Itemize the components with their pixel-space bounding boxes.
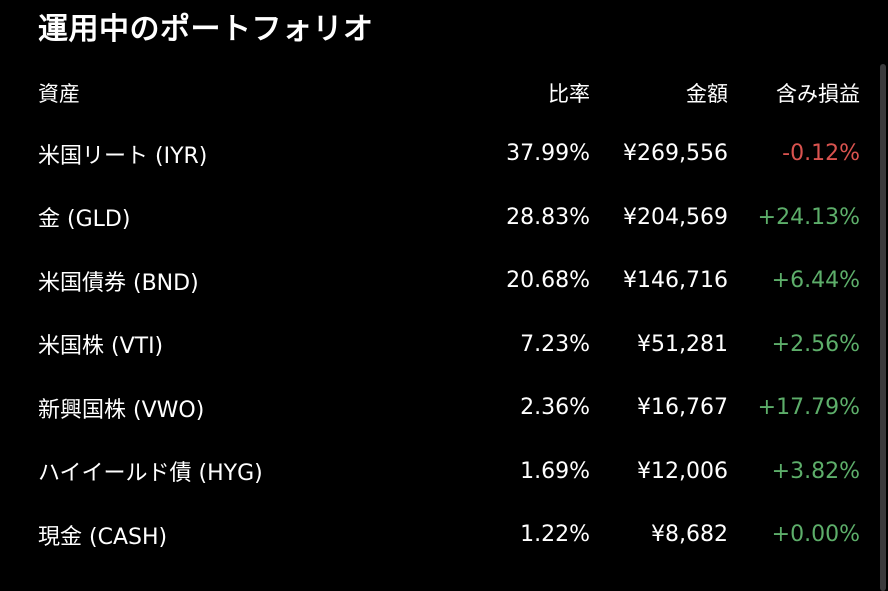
- asset-amount: ¥269,556: [623, 141, 728, 167]
- asset-amount: ¥51,281: [637, 331, 728, 357]
- asset-pl: -0.12%: [782, 141, 860, 167]
- asset-ratio: 1.69%: [520, 458, 590, 484]
- asset-name: 米国リート (IYR): [38, 143, 208, 169]
- table-row[interactable]: 米国リート (IYR) 37.99% ¥269,556 -0.12%: [38, 122, 860, 186]
- asset-ratio: 20.68%: [506, 268, 590, 294]
- asset-pl: +2.56%: [771, 331, 860, 357]
- asset-amount: ¥146,716: [623, 268, 728, 294]
- table-row[interactable]: 米国株 (VTI) 7.23% ¥51,281 +2.56%: [38, 313, 860, 377]
- page-title: 運用中のポートフォリオ: [38, 12, 374, 47]
- scrollbar[interactable]: [880, 64, 886, 591]
- asset-ratio: 7.23%: [520, 331, 590, 357]
- column-header-amount[interactable]: 金額: [686, 82, 728, 106]
- asset-ratio: 28.83%: [506, 204, 590, 230]
- asset-pl: +17.79%: [757, 395, 860, 421]
- asset-name: 現金 (CASH): [38, 524, 168, 550]
- table-row[interactable]: 米国債券 (BND) 20.68% ¥146,716 +6.44%: [38, 249, 860, 313]
- asset-pl: +3.82%: [771, 458, 860, 484]
- portfolio-table: 資産 比率 金額 含み損益 米国リート (IYR) 37.99% ¥269,55…: [38, 64, 860, 567]
- asset-ratio: 37.99%: [506, 141, 590, 167]
- asset-ratio: 2.36%: [520, 395, 590, 421]
- asset-amount: ¥8,682: [651, 522, 728, 548]
- table-row[interactable]: 新興国株 (VWO) 2.36% ¥16,767 +17.79%: [38, 376, 860, 440]
- table-row[interactable]: 現金 (CASH) 1.22% ¥8,682 +0.00%: [38, 503, 860, 567]
- asset-name: ハイイールド債 (HYG): [38, 461, 263, 487]
- column-header-pl[interactable]: 含み損益: [776, 82, 860, 106]
- asset-amount: ¥16,767: [637, 395, 728, 421]
- column-header-asset[interactable]: 資産: [38, 82, 80, 106]
- table-row[interactable]: ハイイールド債 (HYG) 1.69% ¥12,006 +3.82%: [38, 440, 860, 504]
- asset-name: 米国債券 (BND): [38, 270, 199, 296]
- asset-pl: +6.44%: [771, 268, 860, 294]
- table-row[interactable]: 金 (GLD) 28.83% ¥204,569 +24.13%: [38, 186, 860, 250]
- asset-ratio: 1.22%: [520, 522, 590, 548]
- asset-pl: +0.00%: [771, 522, 860, 548]
- asset-name: 金 (GLD): [38, 207, 131, 233]
- asset-amount: ¥204,569: [623, 204, 728, 230]
- asset-name: 新興国株 (VWO): [38, 397, 205, 423]
- asset-amount: ¥12,006: [637, 458, 728, 484]
- asset-pl: +24.13%: [757, 204, 860, 230]
- column-header-ratio[interactable]: 比率: [548, 82, 590, 106]
- table-header: 資産 比率 金額 含み損益: [38, 64, 860, 122]
- asset-name: 米国株 (VTI): [38, 334, 164, 360]
